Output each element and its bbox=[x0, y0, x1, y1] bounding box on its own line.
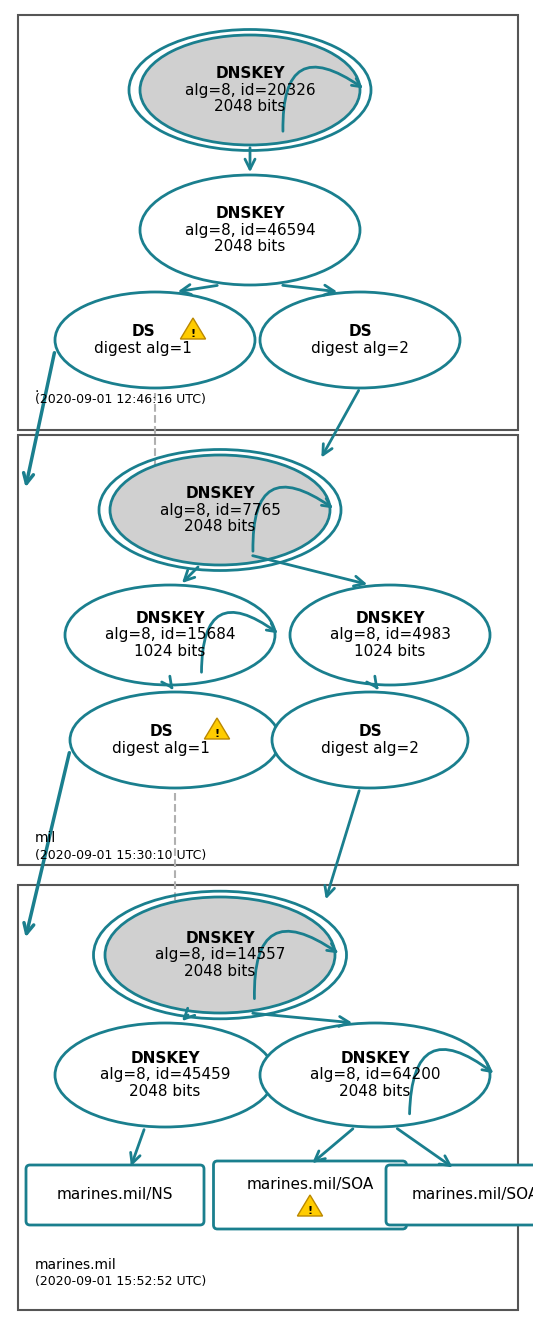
Text: DNSKEY: DNSKEY bbox=[185, 486, 255, 501]
Ellipse shape bbox=[140, 175, 360, 284]
Text: mil: mil bbox=[35, 831, 56, 845]
Text: alg=8, id=14557: alg=8, id=14557 bbox=[155, 948, 285, 962]
Ellipse shape bbox=[260, 292, 460, 388]
FancyBboxPatch shape bbox=[26, 1166, 204, 1225]
Text: (2020-09-01 15:30:10 UTC): (2020-09-01 15:30:10 UTC) bbox=[35, 848, 206, 861]
FancyBboxPatch shape bbox=[18, 435, 518, 865]
Text: alg=8, id=45459: alg=8, id=45459 bbox=[100, 1067, 230, 1083]
FancyBboxPatch shape bbox=[214, 1162, 407, 1229]
Text: 2048 bits: 2048 bits bbox=[184, 520, 256, 534]
Text: DS: DS bbox=[149, 724, 173, 739]
FancyBboxPatch shape bbox=[386, 1166, 533, 1225]
Text: DNSKEY: DNSKEY bbox=[215, 66, 285, 81]
Text: .: . bbox=[35, 381, 39, 395]
Polygon shape bbox=[297, 1195, 322, 1216]
Text: (2020-09-01 12:46:16 UTC): (2020-09-01 12:46:16 UTC) bbox=[35, 393, 206, 407]
Ellipse shape bbox=[110, 455, 330, 565]
FancyBboxPatch shape bbox=[18, 885, 518, 1310]
Text: marines.mil: marines.mil bbox=[35, 1259, 117, 1272]
Text: marines.mil/NS: marines.mil/NS bbox=[56, 1188, 173, 1203]
Text: alg=8, id=64200: alg=8, id=64200 bbox=[310, 1067, 440, 1083]
Text: 2048 bits: 2048 bits bbox=[214, 98, 286, 114]
Text: DNSKEY: DNSKEY bbox=[185, 932, 255, 946]
Text: alg=8, id=46594: alg=8, id=46594 bbox=[185, 222, 316, 238]
Text: 2048 bits: 2048 bits bbox=[184, 964, 256, 979]
Text: marines.mil/SOA: marines.mil/SOA bbox=[246, 1177, 374, 1192]
Text: 2048 bits: 2048 bits bbox=[340, 1084, 411, 1099]
Text: 2048 bits: 2048 bits bbox=[130, 1084, 201, 1099]
Text: DS: DS bbox=[131, 324, 155, 339]
Ellipse shape bbox=[55, 292, 255, 388]
Text: !: ! bbox=[214, 730, 220, 739]
Text: DS: DS bbox=[358, 724, 382, 739]
Polygon shape bbox=[204, 718, 230, 739]
Text: DS: DS bbox=[348, 324, 372, 339]
Text: digest alg=1: digest alg=1 bbox=[112, 740, 210, 756]
Ellipse shape bbox=[272, 692, 468, 788]
Ellipse shape bbox=[70, 692, 280, 788]
Ellipse shape bbox=[105, 897, 335, 1013]
FancyBboxPatch shape bbox=[18, 15, 518, 431]
Text: DNSKEY: DNSKEY bbox=[215, 206, 285, 221]
Text: (2020-09-01 15:52:52 UTC): (2020-09-01 15:52:52 UTC) bbox=[35, 1276, 206, 1289]
Ellipse shape bbox=[65, 585, 275, 684]
Text: alg=8, id=7765: alg=8, id=7765 bbox=[159, 502, 280, 517]
Text: digest alg=2: digest alg=2 bbox=[321, 740, 419, 756]
Text: 2048 bits: 2048 bits bbox=[214, 239, 286, 254]
Ellipse shape bbox=[140, 35, 360, 145]
Ellipse shape bbox=[55, 1023, 275, 1127]
Text: 1024 bits: 1024 bits bbox=[354, 645, 426, 659]
Text: !: ! bbox=[190, 330, 196, 339]
Text: 1024 bits: 1024 bits bbox=[134, 645, 206, 659]
Polygon shape bbox=[180, 318, 206, 339]
Text: alg=8, id=20326: alg=8, id=20326 bbox=[185, 82, 316, 97]
Text: !: ! bbox=[308, 1207, 312, 1216]
Text: marines.mil/SOA: marines.mil/SOA bbox=[411, 1188, 533, 1203]
Text: DNSKEY: DNSKEY bbox=[355, 611, 425, 626]
Text: alg=8, id=4983: alg=8, id=4983 bbox=[329, 627, 450, 642]
Text: digest alg=1: digest alg=1 bbox=[94, 340, 192, 356]
Text: DNSKEY: DNSKEY bbox=[135, 611, 205, 626]
Text: DNSKEY: DNSKEY bbox=[340, 1051, 410, 1066]
Ellipse shape bbox=[290, 585, 490, 684]
Ellipse shape bbox=[260, 1023, 490, 1127]
Text: digest alg=2: digest alg=2 bbox=[311, 340, 409, 356]
Text: alg=8, id=15684: alg=8, id=15684 bbox=[105, 627, 235, 642]
Text: DNSKEY: DNSKEY bbox=[130, 1051, 200, 1066]
